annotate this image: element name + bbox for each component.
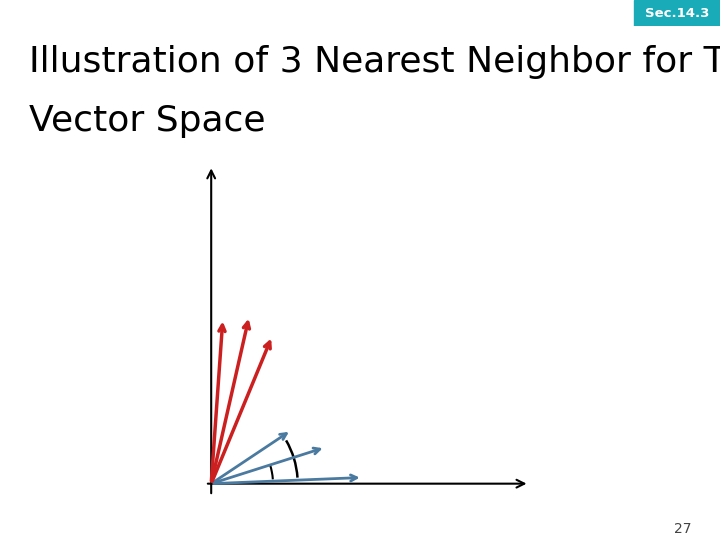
Text: Illustration of 3 Nearest Neighbor for Text: Illustration of 3 Nearest Neighbor for T… <box>29 45 720 79</box>
Text: Introduction to Information Retrieval: Introduction to Information Retrieval <box>9 7 225 21</box>
Text: Vector Space: Vector Space <box>29 104 265 138</box>
Text: Sec.14.3: Sec.14.3 <box>644 7 709 21</box>
Text: 27: 27 <box>674 522 691 536</box>
Bar <box>634 0 720 26</box>
